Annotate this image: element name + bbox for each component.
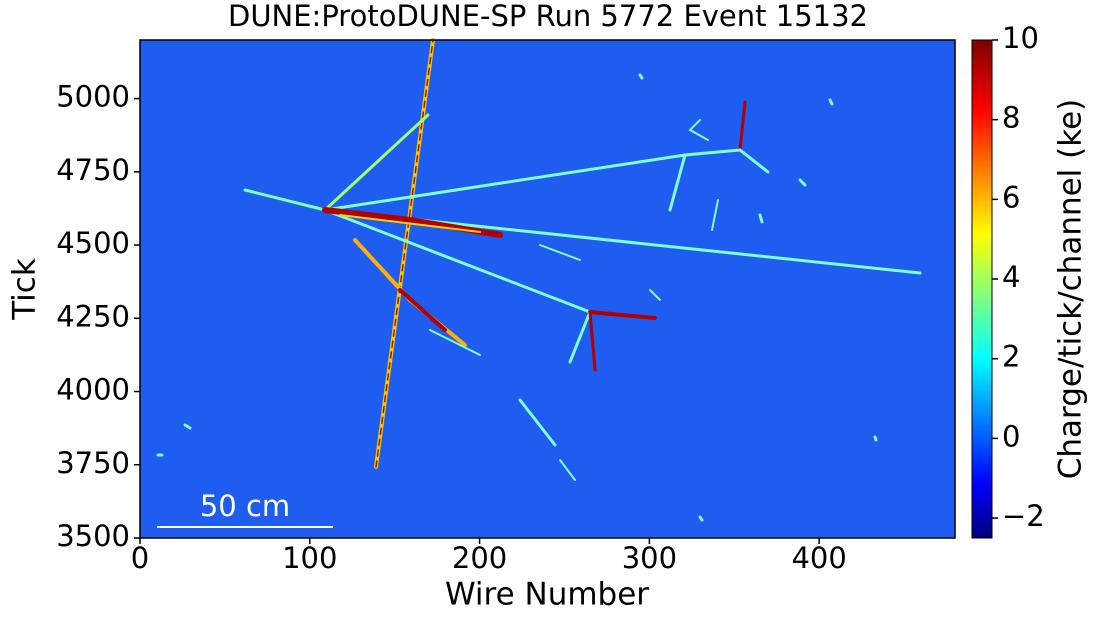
plot-frame — [139, 39, 956, 539]
y-axis-label: Tick — [7, 258, 43, 321]
y-tick-label: 3750 — [56, 446, 130, 480]
tracks — [156, 38, 922, 522]
y-tick-label: 4250 — [56, 299, 130, 333]
x-tick-label: 200 — [452, 541, 507, 575]
colorbar-label: Charge/tick/channel (ke) — [1053, 99, 1089, 480]
plot-background — [140, 40, 955, 538]
colorbar-tick-label: 6 — [1002, 180, 1020, 214]
x-tick-label: 300 — [622, 541, 677, 575]
y-tick-label: 4000 — [56, 373, 130, 407]
colorbar-tick-label: 2 — [1002, 340, 1020, 374]
y-tick-label: 4500 — [56, 226, 130, 260]
x-tick-label: 0 — [131, 541, 149, 575]
x-tick-label: 100 — [282, 541, 337, 575]
colorbar-tick-label: 0 — [1002, 419, 1020, 453]
scale-label: 50 cm — [200, 489, 290, 523]
y-tick-label: 4750 — [56, 153, 130, 187]
colorbar-tick-label: 4 — [1002, 260, 1020, 294]
colorbar-tick-label: 8 — [1002, 101, 1020, 135]
x-tick-label: 400 — [791, 541, 846, 575]
colorbar-tick-label: −2 — [1002, 499, 1045, 533]
colorbar-tick-label: 10 — [1002, 21, 1039, 55]
y-tick-label: 3500 — [56, 519, 130, 553]
colorbar — [971, 39, 993, 539]
x-axis-label: Wire Number — [445, 577, 649, 613]
y-tick-label: 5000 — [56, 80, 130, 114]
chart-title: DUNE:ProtoDUNE-SP Run 5772 Event 15132 — [228, 0, 868, 33]
